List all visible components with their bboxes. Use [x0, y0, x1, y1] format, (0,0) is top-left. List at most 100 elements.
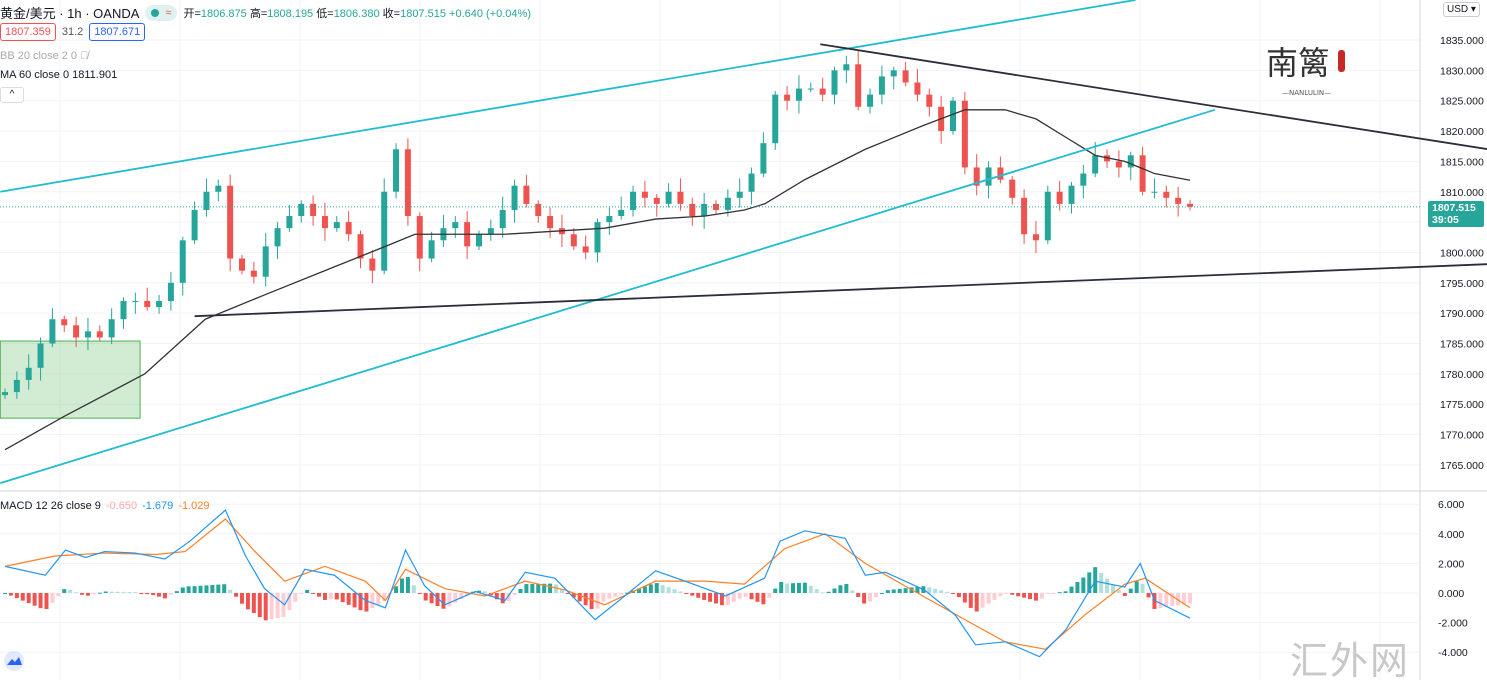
candle [843, 55, 850, 84]
candle-body [108, 319, 115, 338]
candle-body [594, 222, 601, 253]
market-status-pill[interactable]: ≈ [145, 4, 178, 21]
macd-histogram-bar [1016, 593, 1021, 597]
candle [547, 207, 554, 238]
candle [108, 308, 115, 345]
macd-histogram-bar [666, 587, 671, 593]
current-price-tag: 1807.515 39:05 [1428, 201, 1484, 227]
macd-histogram-bar [228, 589, 233, 593]
macd-legend[interactable]: MACD 12 26 close 9 -0.650 -1.679 -1.029 [0, 500, 210, 512]
candle [973, 154, 980, 196]
bar-countdown: 39:05 [1432, 214, 1459, 226]
candle [428, 231, 435, 263]
macd-histogram-bar [447, 593, 452, 607]
macd-histogram-bar [601, 593, 606, 602]
candle [37, 337, 44, 381]
macd-histogram-bar [654, 583, 659, 593]
macd-histogram-bar [530, 583, 535, 593]
candle-body [736, 191, 743, 198]
macd-histogram-bar [216, 584, 221, 593]
candle [381, 178, 388, 275]
macd-histogram-bar [619, 593, 624, 595]
macd-histogram-bar [962, 593, 967, 603]
macd-histogram-bar [767, 593, 772, 598]
macd-hist-value: -0.650 [105, 500, 138, 512]
macd-histogram-bar [696, 593, 701, 598]
candle [665, 183, 672, 208]
macd-histogram-bar [850, 590, 855, 593]
macd-histogram-bar [299, 593, 304, 594]
candle-body [831, 70, 838, 95]
candle [167, 271, 174, 311]
candle-body [345, 222, 352, 235]
candle [1163, 185, 1170, 208]
candle [606, 207, 613, 235]
candle-body [1127, 155, 1134, 168]
macd-histogram-bar [352, 593, 357, 608]
macd-histogram-bar [1128, 588, 1133, 593]
price-tick-label: 1815.000 [1440, 156, 1484, 168]
macd-histogram-bar [808, 585, 813, 593]
macd-histogram-bar [524, 584, 529, 593]
macd-tick-label: -2.000 [1438, 618, 1468, 630]
candle-body [701, 203, 708, 217]
macd-histogram-bar [151, 593, 156, 596]
price-tick-label: 1785.000 [1440, 339, 1484, 351]
tradingview-logo-icon[interactable] [4, 651, 24, 671]
candle-body [1163, 191, 1170, 198]
macd-histogram-bar [257, 593, 262, 618]
delayed-data-icon: ≈ [165, 6, 172, 19]
macd-histogram-bar [589, 593, 594, 610]
candle [310, 195, 317, 226]
macd-histogram-bar [109, 591, 114, 593]
price-tick-label: 1780.000 [1440, 369, 1484, 381]
candle-body [274, 228, 281, 247]
candle-body [748, 173, 755, 192]
buy-button[interactable]: 1807.671 [89, 23, 146, 41]
macd-histogram-bar [80, 593, 85, 595]
macd-histogram-bar [749, 593, 754, 600]
ma-indicator-legend[interactable]: MA 60 close 0 1811.901 [0, 69, 118, 81]
macd-histogram-bar [198, 585, 203, 593]
macd-histogram-bar [245, 593, 250, 610]
candle [262, 233, 269, 287]
candle-body [369, 258, 376, 271]
candle [333, 216, 340, 232]
macd-histogram-bar [939, 590, 944, 593]
candle [61, 315, 68, 332]
macd-histogram-bar [311, 593, 316, 594]
candle [227, 174, 234, 272]
symbol-title[interactable]: 黄金/美元 · 1h · OANDA [0, 6, 140, 21]
sell-button[interactable]: 1807.359 [0, 23, 56, 41]
candle-body [618, 209, 625, 217]
candle-body [1092, 155, 1099, 174]
macd-histogram-bar [322, 593, 327, 600]
bb-indicator-legend[interactable]: BB 20 close 2 0 👁̸ [0, 50, 89, 62]
macd-histogram-bar [162, 593, 167, 599]
macd-histogram-bar [1170, 593, 1175, 607]
consolidation-zone [0, 340, 141, 419]
candle-body [523, 185, 530, 204]
currency-select[interactable]: USD ▾ [1443, 2, 1480, 17]
macd-histogram-bar [38, 593, 43, 609]
macd-histogram-bar [121, 591, 126, 593]
candle [784, 86, 791, 111]
collapse-legend-button[interactable]: ^ [0, 87, 24, 103]
candle [345, 211, 352, 241]
candle-body [878, 76, 885, 95]
hidden-eye-icon[interactable]: 👁̸ [80, 50, 89, 62]
candle-body [286, 216, 293, 229]
candle [677, 178, 684, 211]
macd-histogram-bar [269, 593, 274, 620]
macd-histogram-bar [3, 593, 7, 594]
macd-histogram-bar [571, 593, 576, 598]
macd-signal-line [4, 518, 1191, 650]
candle-body [13, 379, 20, 393]
trend-top-line [820, 43, 1487, 150]
macd-histogram-bar [512, 593, 517, 596]
macd-histogram-bar [974, 593, 979, 612]
candle [298, 200, 305, 223]
candle-body [535, 203, 542, 217]
macd-histogram-bar [1134, 581, 1139, 593]
